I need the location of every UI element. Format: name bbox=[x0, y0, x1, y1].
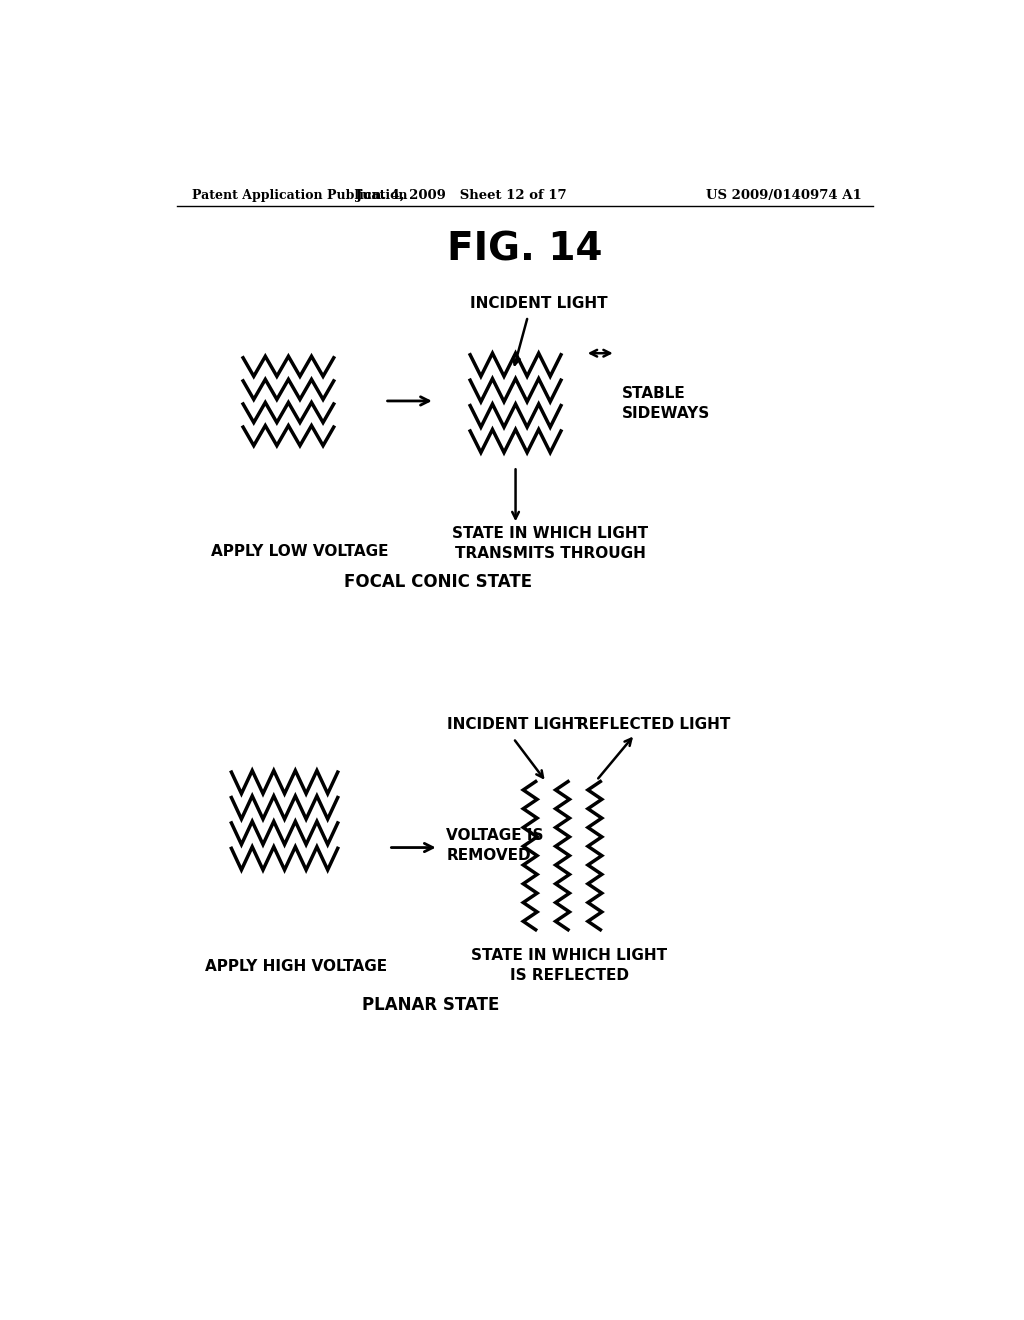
Text: APPLY HIGH VOLTAGE: APPLY HIGH VOLTAGE bbox=[205, 960, 387, 974]
Text: Patent Application Publication: Patent Application Publication bbox=[193, 189, 408, 202]
Text: STATE IN WHICH LIGHT
TRANSMITS THROUGH: STATE IN WHICH LIGHT TRANSMITS THROUGH bbox=[453, 525, 648, 561]
Text: STATE IN WHICH LIGHT
IS REFLECTED: STATE IN WHICH LIGHT IS REFLECTED bbox=[471, 948, 668, 983]
Text: PLANAR STATE: PLANAR STATE bbox=[362, 997, 500, 1014]
Text: REFLECTED LIGHT: REFLECTED LIGHT bbox=[578, 717, 731, 731]
Text: VOLTAGE IS
REMOVED: VOLTAGE IS REMOVED bbox=[446, 828, 544, 863]
Text: STABLE
SIDEWAYS: STABLE SIDEWAYS bbox=[622, 385, 710, 421]
Text: FOCAL CONIC STATE: FOCAL CONIC STATE bbox=[344, 573, 532, 591]
Text: INCIDENT LIGHT: INCIDENT LIGHT bbox=[446, 717, 585, 731]
Text: INCIDENT LIGHT: INCIDENT LIGHT bbox=[470, 296, 607, 310]
Text: APPLY LOW VOLTAGE: APPLY LOW VOLTAGE bbox=[211, 544, 389, 558]
Text: US 2009/0140974 A1: US 2009/0140974 A1 bbox=[707, 189, 862, 202]
Text: FIG. 14: FIG. 14 bbox=[447, 230, 602, 268]
Text: Jun. 4, 2009   Sheet 12 of 17: Jun. 4, 2009 Sheet 12 of 17 bbox=[356, 189, 567, 202]
